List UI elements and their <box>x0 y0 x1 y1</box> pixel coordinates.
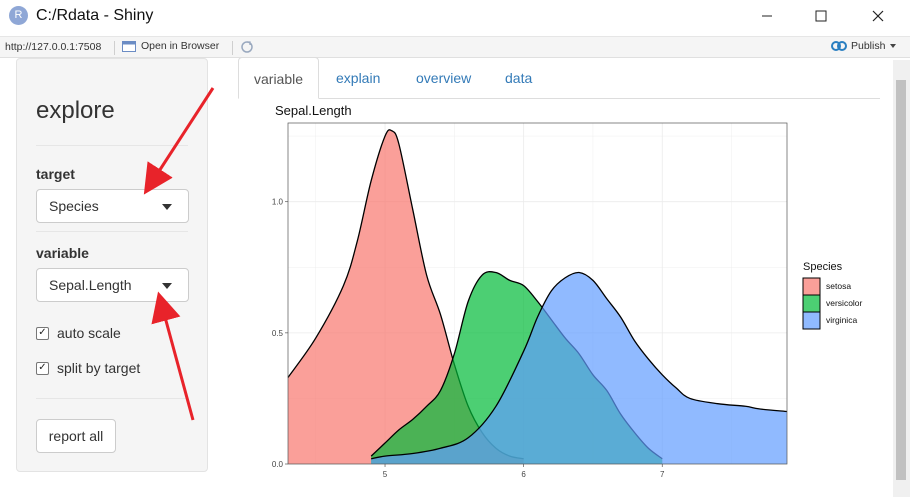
split-by-target-checkbox[interactable]: ✓ split by target <box>36 360 140 376</box>
chart-series <box>287 129 788 464</box>
sidebar-divider <box>36 145 188 146</box>
maximize-icon <box>815 10 827 22</box>
legend-key-virginica <box>802 311 821 330</box>
tab-explain[interactable]: explain <box>336 70 381 86</box>
chart-legend: Species setosa versicolor virginica <box>802 261 863 330</box>
toolbar-divider <box>232 41 233 55</box>
browser-window-icon <box>122 41 136 52</box>
auto-scale-label: auto scale <box>57 325 121 341</box>
tab-data[interactable]: data <box>505 70 533 86</box>
target-select[interactable]: Species <box>36 189 189 223</box>
x-tick-label: 7 <box>660 470 665 479</box>
y-tick-label: 1.0 <box>272 198 284 207</box>
refresh-icon <box>241 41 253 53</box>
tab-variable[interactable]: variable <box>238 57 320 99</box>
checkmark-icon[interactable]: ✓ <box>36 326 49 340</box>
r-app-icon: R <box>9 6 28 25</box>
open-in-browser-button[interactable]: Open in Browser <box>122 40 219 52</box>
toolbar-divider <box>114 41 115 55</box>
split-by-target-label: split by target <box>57 360 141 376</box>
vertical-scrollbar[interactable] <box>893 60 910 497</box>
open-in-browser-label: Open in Browser <box>141 40 220 52</box>
caret-down-icon <box>162 204 172 210</box>
chart-axes: 5 6 7 0.0 0.5 1.0 <box>272 198 665 479</box>
tab-bar: variable explain overview data <box>238 57 880 99</box>
density-area-virginica <box>371 272 787 464</box>
sidebar-divider <box>36 398 188 399</box>
density-chart: Sepal.Length 5 6 7 0.0 0.5 1.0 Species setosa… <box>272 103 863 479</box>
x-tick-label: 5 <box>383 470 388 479</box>
auto-scale-checkbox[interactable]: ✓ auto scale <box>36 325 121 341</box>
viewer-toolbar: http://127.0.0.1:7508 Open in Browser Pu… <box>0 36 910 58</box>
target-select-value: Species <box>49 198 99 214</box>
scrollbar-thumb[interactable] <box>896 80 906 480</box>
report-all-button[interactable]: report all <box>36 419 116 453</box>
publish-icon <box>831 41 847 51</box>
x-tick-label: 6 <box>521 470 526 479</box>
close-icon <box>872 10 884 22</box>
legend-label-setosa: setosa <box>826 281 851 291</box>
publish-button[interactable]: Publish <box>831 40 897 52</box>
tab-overview[interactable]: overview <box>416 70 472 86</box>
legend-key-setosa <box>802 277 821 296</box>
legend-title: Species <box>803 261 843 273</box>
target-label: target <box>36 166 75 182</box>
publish-label: Publish <box>851 40 886 52</box>
variable-select-value: Sepal.Length <box>49 277 132 293</box>
y-tick-label: 0.0 <box>272 460 284 469</box>
maximize-button[interactable] <box>796 0 846 32</box>
plot-panel-border <box>287 122 788 465</box>
y-tick-label: 0.5 <box>272 329 284 338</box>
window-title: C:/Rdata - Shiny <box>36 7 154 24</box>
legend-label-versicolor: versicolor <box>826 298 863 308</box>
sidebar-divider <box>36 231 188 232</box>
sidebar-panel: explore target Species variable Sepal.Le… <box>16 58 208 472</box>
chevron-down-icon <box>890 44 897 48</box>
url-text: http://127.0.0.1:7508 <box>5 41 102 53</box>
chart-title: Sepal.Length <box>275 103 352 118</box>
minimize-icon <box>762 15 772 17</box>
variable-label: variable <box>36 245 89 261</box>
legend-label-virginica: virginica <box>826 315 857 325</box>
caret-down-icon <box>162 283 172 289</box>
sidebar-title: explore <box>36 97 115 124</box>
arrow-to-variable-select <box>151 291 195 421</box>
window-titlebar: R C:/Rdata - Shiny <box>0 0 910 34</box>
density-outline-virginica <box>371 271 788 460</box>
refresh-button[interactable] <box>240 40 254 57</box>
checkmark-icon[interactable]: ✓ <box>36 361 49 375</box>
density-area-setosa <box>288 129 524 464</box>
minimize-button[interactable] <box>742 0 792 32</box>
close-button[interactable] <box>853 0 903 32</box>
legend-key-versicolor <box>802 294 821 313</box>
arrow-to-target-select <box>143 87 215 195</box>
